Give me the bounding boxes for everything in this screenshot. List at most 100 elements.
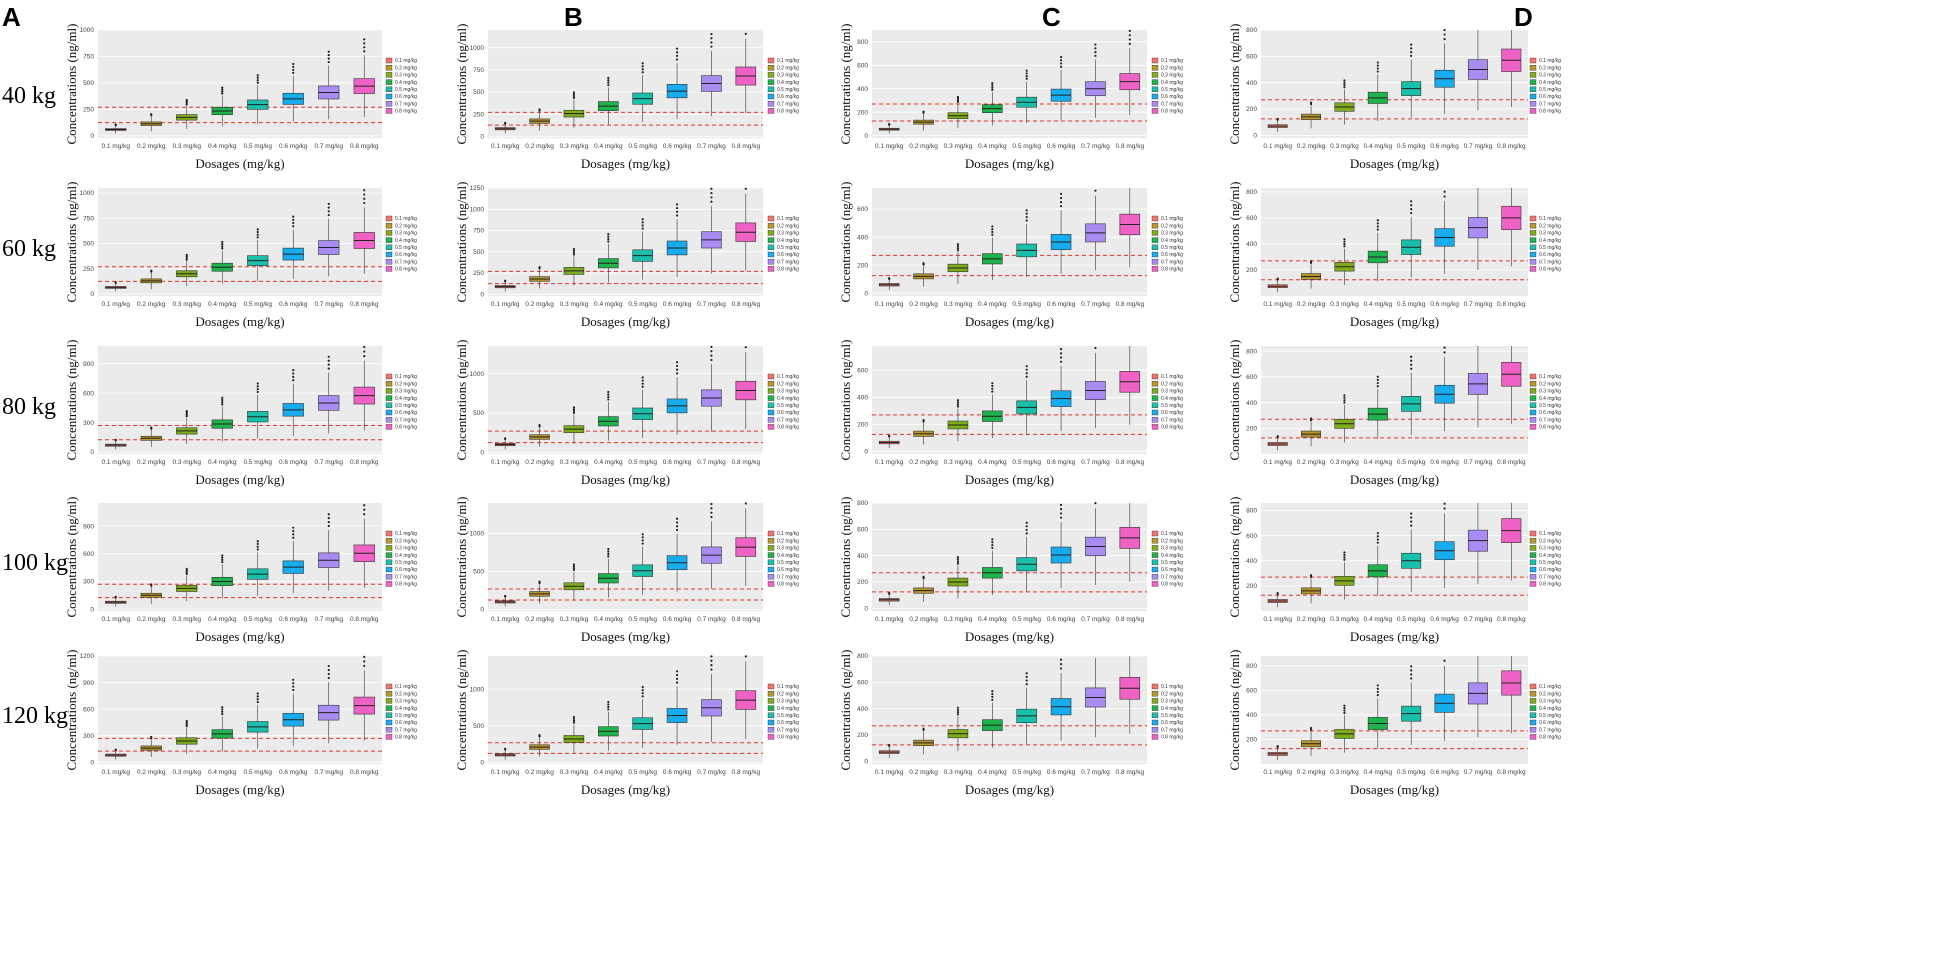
outlier-point xyxy=(327,54,330,57)
legend-label: 0.7 mg/kg xyxy=(395,727,417,733)
legend-swatch-5 xyxy=(1151,244,1159,251)
y-tick-label: 600 xyxy=(857,368,868,375)
legend-label: 0.8 mg/kg xyxy=(1539,267,1561,273)
x-tick-label: 0.7 mg/kg xyxy=(697,143,726,150)
legend-label: 0.6 mg/kg xyxy=(1161,720,1183,726)
y-axis-title: Concentrations (ng/ml) xyxy=(454,340,469,461)
legend-label: 0.1 mg/kg xyxy=(1539,684,1561,690)
y-tick-label: 1000 xyxy=(470,371,485,378)
legend-swatch-2 xyxy=(385,64,393,71)
outlier-point xyxy=(956,562,960,565)
legend-label: 0.5 mg/kg xyxy=(395,713,417,719)
outlier-point xyxy=(641,385,644,388)
y-axis-title: Concentrations (ng/ml) xyxy=(1227,182,1242,303)
outlier-point xyxy=(1343,553,1346,557)
y-tick-label: 200 xyxy=(1246,583,1257,590)
outlier-point xyxy=(641,224,644,227)
legend-swatch-5 xyxy=(1151,712,1159,718)
outlier-point xyxy=(363,655,366,658)
x-tick-label: 0.8 mg/kg xyxy=(732,301,761,308)
x-axis-title: Dosages (mg/kg) xyxy=(965,156,1054,171)
x-tick-label: 0.7 mg/kg xyxy=(314,459,343,466)
outlier-point xyxy=(710,655,713,658)
legend-swatch-6 xyxy=(1529,409,1537,416)
y-tick-label: 600 xyxy=(1246,215,1257,222)
outlier-point xyxy=(1025,375,1028,378)
outlier-point xyxy=(641,68,644,71)
outlier-point xyxy=(185,409,188,413)
outlier-point xyxy=(956,97,960,100)
legend-swatch-8 xyxy=(385,108,393,114)
legend-label: 0.7 mg/kg xyxy=(1539,727,1561,733)
outlier-point xyxy=(710,511,713,514)
x-tick-label: 0.7 mg/kg xyxy=(697,616,726,623)
legend-swatch-5 xyxy=(1151,402,1159,408)
legend-label: 0.4 mg/kg xyxy=(395,706,417,712)
legend-swatch-5 xyxy=(1529,559,1537,565)
y-tick-label: 400 xyxy=(1246,558,1257,565)
y-tick-label: 1000 xyxy=(470,531,485,538)
outlier-point xyxy=(956,249,960,252)
legend-swatch-1 xyxy=(767,373,775,380)
outlier-point xyxy=(327,676,330,680)
legend-label: 0.8 mg/kg xyxy=(395,267,417,273)
legend-label: 0.1 mg/kg xyxy=(1161,531,1183,537)
outlier-point xyxy=(256,382,259,385)
outlier-point xyxy=(504,747,507,750)
outlier-point xyxy=(675,210,679,213)
outlier-point xyxy=(363,354,366,358)
legend-swatch-2 xyxy=(1529,222,1537,229)
plot-background xyxy=(1261,656,1528,764)
x-tick-label: 0.2 mg/kg xyxy=(1297,143,1326,150)
outlier-point xyxy=(572,411,576,414)
outlier-point xyxy=(327,60,330,64)
legend-swatch-4 xyxy=(1151,552,1159,558)
y-tick-label: 200 xyxy=(857,262,868,269)
legend-label: 0.3 mg/kg xyxy=(1161,389,1183,395)
legend-swatch-6 xyxy=(1529,251,1537,258)
legend-label: 0.4 mg/kg xyxy=(777,396,799,402)
legend-label: 0.2 mg/kg xyxy=(1161,381,1183,387)
x-tick-label: 0.1 mg/kg xyxy=(1263,143,1292,150)
outlier-point xyxy=(710,664,713,667)
y-axis-title: Concentrations (ng/ml) xyxy=(454,497,469,618)
x-tick-label: 0.7 mg/kg xyxy=(314,143,343,150)
x-tick-label: 0.5 mg/kg xyxy=(243,459,272,466)
outlier-point xyxy=(327,359,330,362)
legend-swatch-1 xyxy=(767,57,775,64)
outlier-point xyxy=(1343,706,1346,710)
y-tick-label: 800 xyxy=(1246,663,1257,670)
legend-swatch-4 xyxy=(767,552,775,558)
legend-swatch-6 xyxy=(385,409,393,416)
outlier-point xyxy=(1343,79,1346,82)
legend-label: 0.1 mg/kg xyxy=(777,58,799,64)
outlier-point xyxy=(572,565,576,568)
outlier-point xyxy=(363,197,366,200)
outlier-point xyxy=(150,426,153,429)
y-tick-label: 600 xyxy=(857,680,868,687)
outlier-point xyxy=(572,409,576,413)
outlier-point xyxy=(1025,72,1028,75)
outlier-point xyxy=(1059,667,1063,670)
outlier-point xyxy=(675,525,679,528)
y-tick-label: 500 xyxy=(83,80,94,87)
outlier-point xyxy=(607,708,610,711)
outlier-point xyxy=(710,45,713,48)
legend-label: 0.1 mg/kg xyxy=(777,684,799,690)
outlier-point xyxy=(1025,521,1028,524)
plot-background xyxy=(488,346,763,454)
outlier-point xyxy=(641,536,644,539)
legend-label: 0.8 mg/kg xyxy=(1161,582,1183,588)
outlier-point xyxy=(327,513,330,516)
legend-label: 0.3 mg/kg xyxy=(1539,389,1561,395)
y-tick-label: 200 xyxy=(1246,267,1257,274)
outlier-point xyxy=(641,542,644,545)
legend-swatch-3 xyxy=(385,72,393,78)
x-tick-label: 0.4 mg/kg xyxy=(978,301,1007,308)
x-tick-label: 0.1 mg/kg xyxy=(1263,616,1292,623)
outlier-point xyxy=(1376,694,1379,697)
outlier-point xyxy=(572,247,576,251)
x-tick-label: 0.5 mg/kg xyxy=(1397,143,1426,150)
